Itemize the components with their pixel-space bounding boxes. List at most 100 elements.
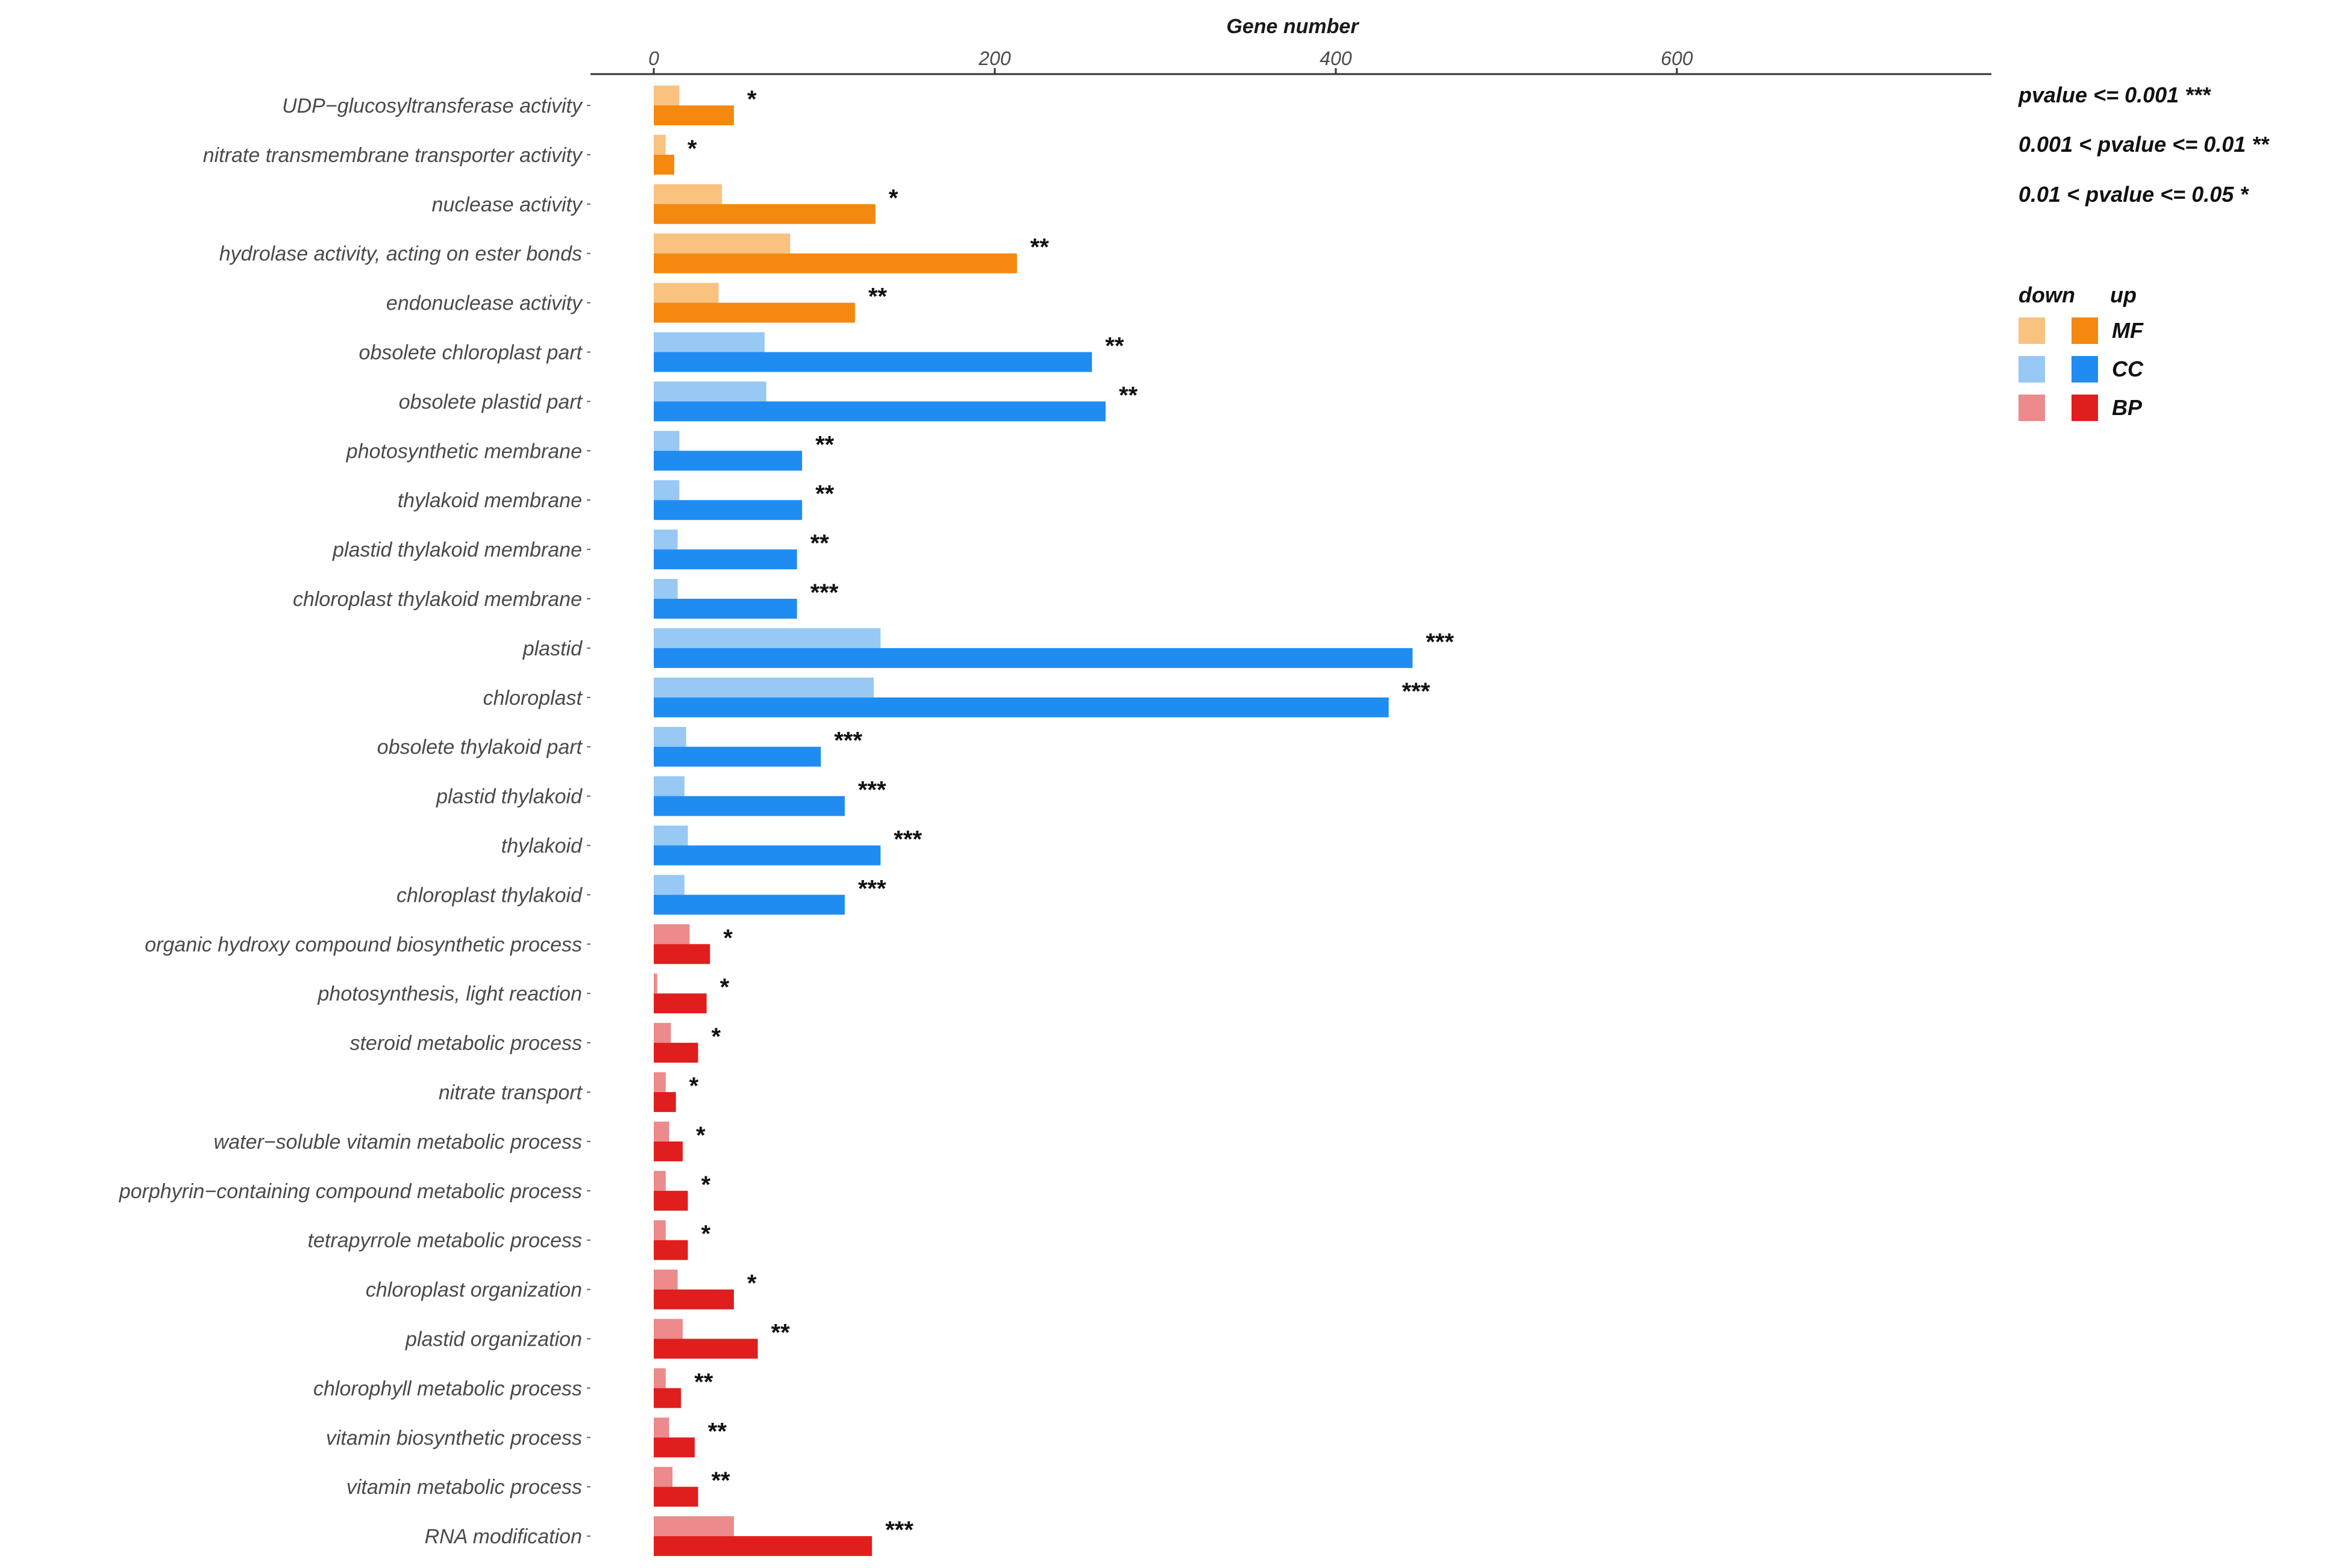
legend-label-cc: CC	[2112, 357, 2144, 381]
category-label: porphyrin−containing compound metabolic …	[119, 1180, 582, 1203]
x-axis-ticks: 0 200 400 600	[648, 48, 1693, 74]
significance-mark: **	[712, 1467, 731, 1494]
bar-down	[654, 1170, 666, 1191]
category-label: photosynthetic membrane	[346, 440, 582, 463]
legend-swatch-bp-down	[2018, 395, 2045, 421]
bar-down	[654, 529, 678, 550]
bar-up	[654, 1437, 695, 1458]
significance-mark: *	[712, 1023, 721, 1050]
x-tick-label: 600	[1661, 48, 1693, 69]
category-label: RNA modification	[425, 1525, 582, 1548]
category-label: plastid organization	[405, 1328, 582, 1351]
bar-up	[654, 1190, 688, 1211]
bar-down	[654, 480, 680, 501]
bar-up	[654, 648, 1413, 668]
significance-mark: *	[696, 1122, 706, 1149]
significance-mark: **	[868, 284, 888, 310]
color-legend: down up MF CC BP	[2018, 283, 2144, 421]
legend-label-mf: MF	[2112, 318, 2144, 343]
category-label: water−soluble vitamin metabolic process	[214, 1131, 582, 1154]
bar-down	[654, 1467, 673, 1487]
bar-up	[654, 895, 845, 915]
bar-down	[654, 628, 881, 648]
bar-up	[654, 1141, 683, 1161]
bar-down	[654, 283, 719, 303]
bar-down	[654, 924, 690, 945]
sig-legend-item-2: 0.001 < pvalue <= 0.01 **	[2018, 132, 2270, 157]
significance-mark: **	[771, 1320, 791, 1346]
category-label: nuclease activity	[432, 193, 583, 216]
legend-label-bp: BP	[2112, 395, 2143, 420]
significance-mark: ***	[885, 1517, 913, 1543]
significance-mark: *	[701, 1172, 711, 1198]
bar-down	[654, 381, 766, 402]
bar-down	[654, 677, 874, 698]
bar-up	[654, 204, 875, 224]
legend-swatch-bp-up	[2072, 395, 2098, 421]
bar-up	[654, 1240, 688, 1260]
significance-mark: *	[720, 974, 730, 1001]
category-label: thylakoid	[501, 835, 583, 858]
significance-mark: ***	[1402, 678, 1430, 705]
significance-mark: ***	[1426, 629, 1454, 655]
category-label: obsolete thylakoid part	[377, 736, 583, 759]
significance-mark: *	[723, 925, 733, 951]
significance-legend: pvalue <= 0.001 *** 0.001 < pvalue <= 0.…	[2018, 83, 2270, 207]
bar-up	[654, 1289, 734, 1310]
significance-mark: **	[1105, 333, 1124, 360]
significance-mark: ***	[858, 875, 886, 902]
significance-mark: **	[1030, 234, 1050, 261]
category-label: plastid thylakoid membrane	[332, 539, 582, 561]
bar-down	[654, 1121, 669, 1142]
bars-layer	[654, 86, 1413, 1557]
category-label: steroid metabolic process	[349, 1032, 582, 1055]
legend-header-up: up	[2110, 283, 2137, 307]
category-label: nitrate transmembrane transporter activi…	[203, 144, 583, 167]
x-tick-label: 0	[648, 48, 659, 69]
bar-up	[654, 451, 803, 471]
sig-legend-item-3: 0.01 < pvalue <= 0.05 *	[2018, 182, 2249, 207]
bar-up	[654, 401, 1106, 422]
bar-down	[654, 776, 684, 796]
bar-down	[654, 973, 657, 994]
chart-title: Gene number	[1226, 15, 1359, 38]
significance-mark: *	[747, 1270, 757, 1297]
bar-down	[654, 431, 680, 451]
bar-up	[654, 1388, 681, 1408]
bar-up	[654, 796, 845, 816]
significance-mark: *	[689, 1073, 699, 1099]
x-tick-label: 200	[978, 48, 1011, 69]
significance-mark: ***	[858, 777, 886, 804]
bar-up	[654, 1092, 676, 1112]
legend-swatch-cc-down	[2018, 356, 2045, 383]
bar-down	[654, 1368, 666, 1388]
significance-mark: ***	[894, 826, 922, 853]
bar-down	[654, 1220, 666, 1240]
bar-down	[654, 1072, 666, 1092]
category-label: thylakoid membrane	[398, 489, 582, 512]
bar-down	[654, 726, 686, 747]
category-label: chlorophyll metabolic process	[313, 1377, 582, 1400]
bar-up	[654, 697, 1389, 717]
bar-up	[654, 154, 674, 175]
category-label: tetrapyrrole metabolic process	[308, 1229, 582, 1252]
bar-up	[654, 1043, 698, 1063]
significance-mark: *	[687, 136, 697, 162]
bar-down	[654, 579, 678, 599]
bar-down	[654, 1516, 734, 1537]
category-label: plastid	[522, 637, 583, 660]
bar-up	[654, 1536, 872, 1557]
significance-mark: **	[815, 431, 835, 458]
category-label: plastid thylakoid	[436, 786, 583, 808]
bar-down	[654, 1319, 683, 1339]
category-label: vitamin biosynthetic process	[326, 1426, 582, 1449]
bar-up	[654, 993, 707, 1014]
significance-mark: **	[815, 481, 835, 507]
bar-up	[654, 352, 1092, 372]
sig-legend-item-1: pvalue <= 0.001 ***	[2018, 83, 2211, 107]
bar-down	[654, 1023, 671, 1043]
significance-mark: *	[701, 1221, 711, 1248]
category-label: obsolete plastid part	[399, 390, 583, 413]
bar-down	[654, 825, 688, 846]
